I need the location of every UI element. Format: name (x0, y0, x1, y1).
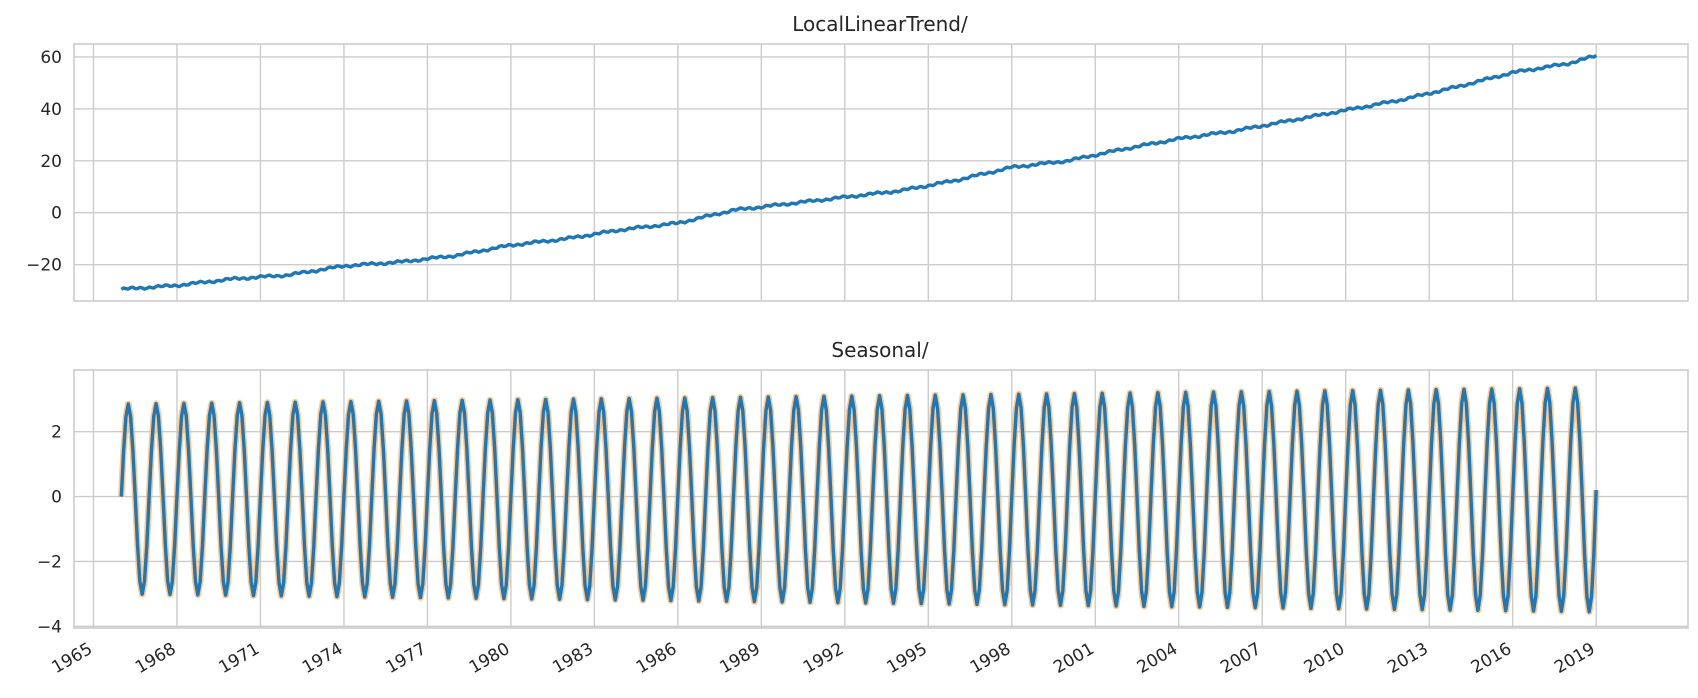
seasonal-panel: Seasonal/ 2 0 −2 −4 1965 1968 1971 1974 1977 198… (37, 338, 1689, 678)
seasonal-frame (73, 369, 1689, 629)
x-tick-label: 2010 (1301, 639, 1348, 678)
x-tick-label: 1971 (215, 639, 262, 678)
seasonal-y-ticks: 2 0 −2 −4 (37, 423, 62, 638)
x-tick-label: 1974 (299, 639, 346, 678)
x-tick-label: 1986 (633, 639, 680, 678)
y-tick-label: −20 (26, 256, 62, 276)
x-tick-label: 2016 (1468, 639, 1515, 678)
x-tick-label: 1992 (800, 639, 847, 678)
trend-y-ticks: 60 40 20 0 −20 (26, 48, 62, 276)
y-tick-label: 0 (51, 204, 62, 224)
x-tick-label: 1983 (549, 639, 596, 678)
trend-gridlines (74, 44, 1688, 301)
y-tick-label: 40 (40, 100, 62, 120)
y-tick-label: 0 (51, 488, 62, 508)
x-tick-label: 2007 (1217, 639, 1264, 678)
trend-series-line (120, 53, 1598, 291)
y-tick-label: −2 (37, 552, 62, 572)
x-tick-label: 1998 (967, 639, 1014, 678)
x-tick-label: 1989 (716, 639, 763, 678)
y-tick-label: 2 (51, 423, 62, 443)
y-tick-label: 60 (40, 48, 62, 68)
x-tick-label: 2013 (1384, 639, 1431, 678)
seasonal-title: Seasonal/ (831, 338, 928, 362)
y-tick-label: 20 (40, 152, 62, 172)
x-tick-label: 1977 (382, 639, 429, 678)
x-tick-label: 2001 (1050, 639, 1097, 678)
x-tick-label: 1995 (883, 639, 930, 678)
x-tick-label: 2004 (1134, 639, 1181, 678)
y-tick-label: −4 (37, 617, 62, 637)
trend-frame (73, 43, 1689, 302)
x-axis-ticks: 1965 1968 1971 1974 1977 1980 1983 1986 1989 1992… (49, 639, 1599, 678)
x-tick-label: 1980 (466, 639, 513, 678)
x-tick-label: 2019 (1551, 639, 1598, 678)
x-tick-label: 1968 (132, 639, 179, 678)
trend-panel: LocalLinearTrend/ 60 40 20 0 −20 (26, 12, 1689, 302)
x-tick-label: 1965 (49, 639, 96, 678)
trend-title: LocalLinearTrend/ (792, 12, 968, 36)
seasonal-series-line (119, 386, 1598, 614)
